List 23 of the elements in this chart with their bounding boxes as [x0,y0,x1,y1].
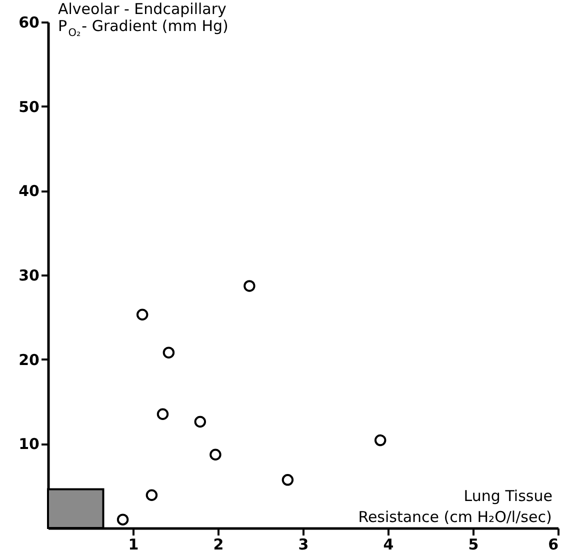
x-tick-label: 3 [298,536,309,554]
point [374,434,386,446]
point [210,448,222,460]
point [282,474,294,486]
point [162,346,175,358]
x-tick-label: 1 [128,536,139,554]
point [156,408,169,420]
y-tick-label: 20 [18,350,40,369]
x-tick-label: 5 [468,536,479,554]
x-axis-title: Lung Tissue Resistance (cm H₂O/l/sec) [358,487,552,526]
x-tick-label: 6 [548,536,558,554]
point [146,489,158,501]
point [136,308,148,320]
point [244,280,256,292]
point [194,416,206,428]
y-tick-label: 60 [18,14,40,32]
y-tick-label: 40 [18,182,40,200]
x-tick-label: 2 [213,536,224,554]
point [116,514,129,526]
y-tick-label: 30 [18,266,40,284]
y-tick-label: 50 [18,98,40,116]
x-tick-label: 4 [383,536,394,554]
y-tick-label: 10 [18,435,40,454]
